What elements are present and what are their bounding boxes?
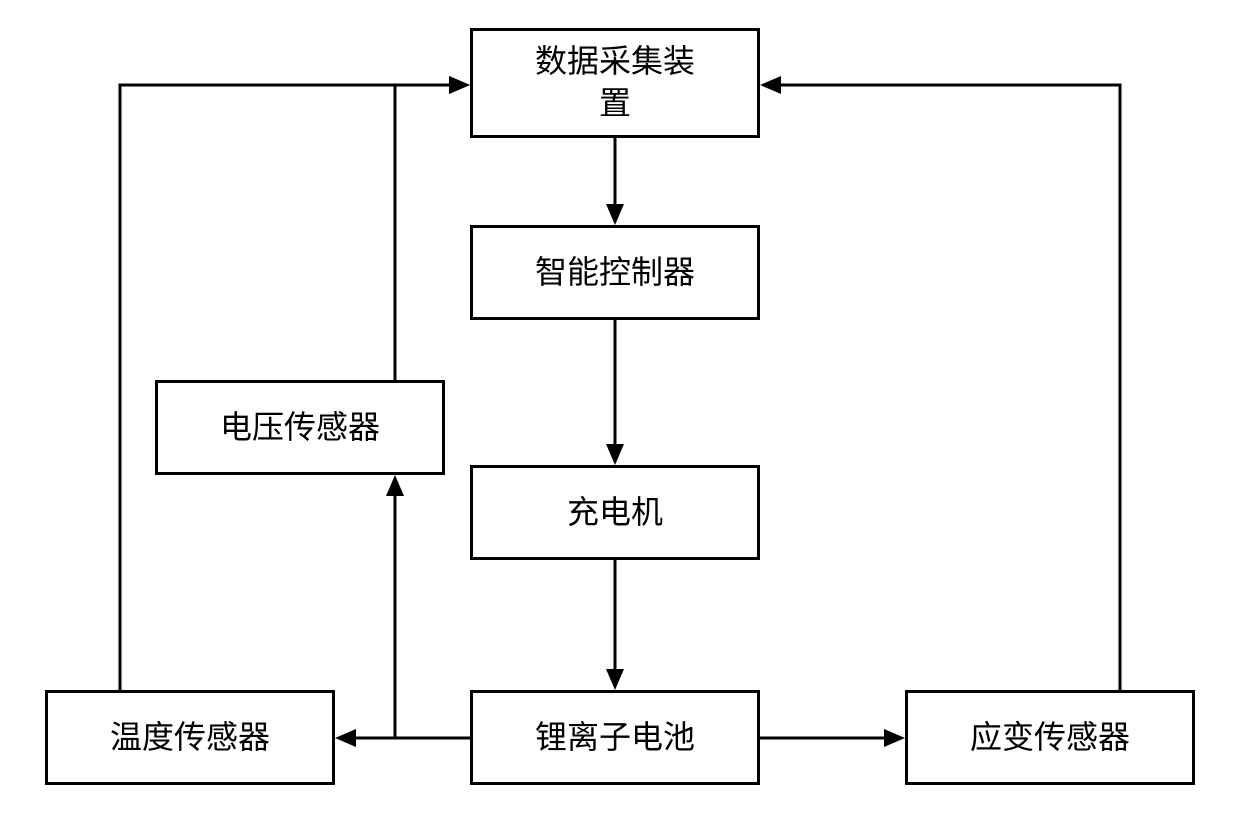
node-charger: 充电机 — [470, 465, 760, 560]
node-strain-sensor: 应变传感器 — [905, 690, 1195, 785]
node-data-collector: 数据采集装置 — [470, 28, 760, 138]
node-battery: 锂离子电池 — [470, 690, 760, 785]
node-label: 锂离子电池 — [535, 717, 695, 759]
edge — [763, 85, 1120, 690]
node-label: 数据采集装置 — [535, 41, 695, 124]
node-label: 应变传感器 — [970, 717, 1130, 759]
node-temp-sensor: 温度传感器 — [45, 690, 335, 785]
node-label: 电压传感器 — [220, 407, 380, 449]
node-label: 智能控制器 — [535, 252, 695, 294]
node-label: 温度传感器 — [110, 717, 270, 759]
node-label: 充电机 — [567, 492, 663, 534]
edge — [395, 85, 467, 380]
node-controller: 智能控制器 — [470, 225, 760, 320]
node-voltage-sensor: 电压传感器 — [155, 380, 445, 475]
